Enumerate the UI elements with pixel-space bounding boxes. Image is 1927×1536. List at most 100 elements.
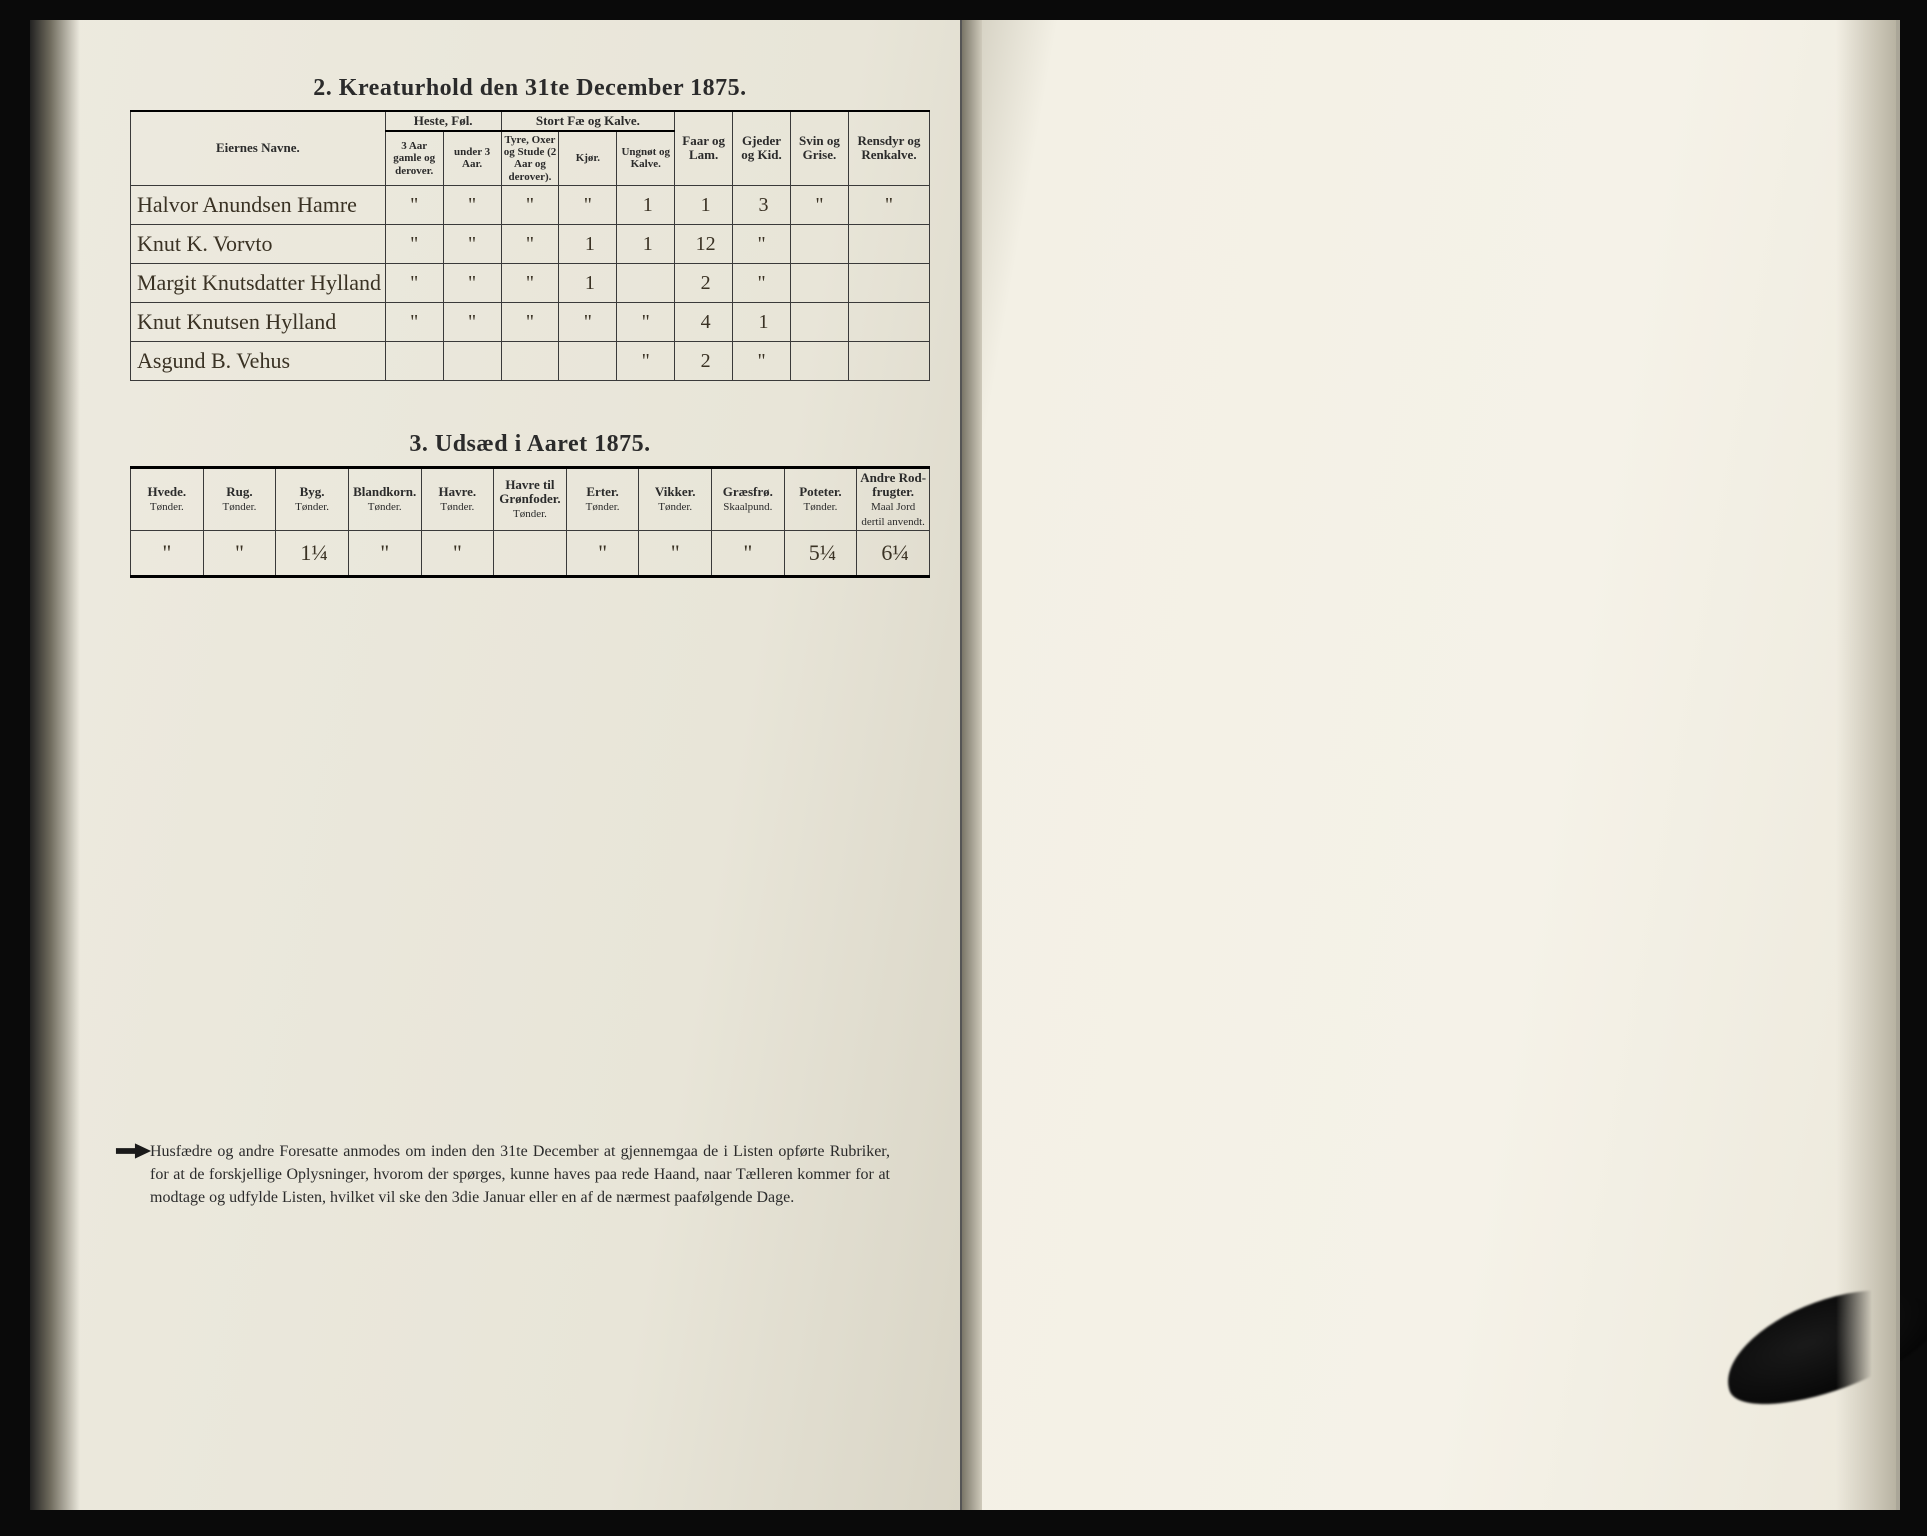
cell: " [421, 530, 494, 576]
t2-s: Tønder. [803, 501, 837, 513]
table-row: Knut Knutsen Hylland " " " " " 4 1 [131, 302, 930, 341]
cell: " [385, 185, 443, 224]
t2-col: Byg. Tønder. [276, 467, 349, 530]
t2-s: Tønder. [586, 501, 620, 513]
owner-name: Knut Knutsen Hylland [131, 302, 386, 341]
cell: " [559, 185, 617, 224]
sub-bulls: Tyre, Oxer og Stude (2 Aar og derover). [501, 131, 559, 185]
cell: " [443, 185, 501, 224]
cell: 1 [617, 185, 675, 224]
owner-name: Halvor Anundsen Hamre [131, 185, 386, 224]
thumb-shadow [1711, 1265, 1927, 1425]
cell: " [848, 185, 929, 224]
cell: " [566, 530, 639, 576]
t2-h: Erter. [586, 484, 618, 499]
col-reindeer: Rensdyr og Renkalve. [848, 111, 929, 185]
cell [848, 224, 929, 263]
table-row: " " 1¼ " " " " " 5¼ 6¼ [131, 530, 930, 576]
gutter-shadow [962, 20, 982, 1510]
colgroup-horses: Heste, Føl. [385, 111, 501, 131]
table1-title: 2. Kreaturhold den 31te December 1875. [130, 75, 930, 102]
t2-col: Hvede.Tønder. [131, 467, 204, 530]
cell: " [385, 302, 443, 341]
cell: " [385, 263, 443, 302]
col-sheep: Faar og Lam. [675, 111, 733, 185]
cell: 1 [559, 224, 617, 263]
cell: 12 [675, 224, 733, 263]
t2-col: Blandkorn. Tønder. [348, 467, 421, 530]
cell: 1 [559, 263, 617, 302]
cell [848, 341, 929, 380]
cell [385, 341, 443, 380]
cell: " [501, 302, 559, 341]
cell [790, 224, 848, 263]
t2-s: Skaalpund. [723, 501, 772, 513]
cell [790, 263, 848, 302]
table-row: Margit Knutsdatter Hylland " " " 1 2 " [131, 263, 930, 302]
sub-cows: Kjør. [559, 131, 617, 185]
t2-h: Vikker. [655, 484, 696, 499]
cell: 3 [733, 185, 791, 224]
sub-calves: Ungnøt og Kalve. [617, 131, 675, 185]
table2-title: 3. Udsæd i Aaret 1875. [130, 431, 930, 458]
left-page-content: 2. Kreaturhold den 31te December 1875. E… [130, 75, 930, 578]
t2-col: Vikker.Tønder. [639, 467, 712, 530]
cell [501, 341, 559, 380]
sub-horse-3plus: 3 Aar gamle og derover. [385, 131, 443, 185]
cell: " [639, 530, 712, 576]
cell: 1 [733, 302, 791, 341]
t2-col: Rug. Tønder. [203, 467, 276, 530]
cell: 5¼ [784, 530, 857, 576]
cell [790, 341, 848, 380]
cell: " [385, 224, 443, 263]
cell: " [443, 263, 501, 302]
cell [494, 530, 567, 576]
t2-h: Hvede. [147, 484, 186, 499]
t2-h: Poteter. [799, 484, 841, 499]
col-owner-name: Eiernes Navne. [131, 111, 386, 185]
t2-h: Havre til Grønfoder. [499, 477, 560, 506]
cell: " [617, 302, 675, 341]
cell [848, 302, 929, 341]
table-row: Knut K. Vorvto " " " 1 1 12 " [131, 224, 930, 263]
t2-col: Erter. Tønder. [566, 467, 639, 530]
left-page-dark-edge [30, 20, 80, 1510]
cell: " [501, 185, 559, 224]
book-spread: 2. Kreaturhold den 31te December 1875. E… [30, 20, 1900, 1510]
owner-name: Knut K. Vorvto [131, 224, 386, 263]
pointing-hand-icon [115, 1140, 153, 1162]
t2-h: Byg. [300, 484, 325, 499]
table-row: Asgund B. Vehus " 2 " [131, 341, 930, 380]
cell: 1¼ [276, 530, 349, 576]
cell [848, 263, 929, 302]
t2-col: Græsfrø.Skaalpund. [712, 467, 785, 530]
cell [443, 341, 501, 380]
cell: " [443, 302, 501, 341]
t2-h: Rug. [226, 484, 252, 499]
livestock-table: Eiernes Navne. Heste, Føl. Stort Fæ og K… [130, 110, 930, 381]
cell: " [617, 341, 675, 380]
cell: 2 [675, 341, 733, 380]
t2-col: Havre.Tønder. [421, 467, 494, 530]
table-row: Halvor Anundsen Hamre " " " " 1 1 3 " " [131, 185, 930, 224]
cell: " [790, 185, 848, 224]
seed-table: Hvede.Tønder. Rug.Tønder. Byg.Tønder. Bl… [130, 466, 930, 578]
cell: " [501, 224, 559, 263]
t2-s: Tønder. [222, 501, 256, 513]
t2-s: Tønder. [295, 501, 329, 513]
cell: 6¼ [857, 530, 930, 576]
cell [790, 302, 848, 341]
cell: 4 [675, 302, 733, 341]
t2-h: Blandkorn. [353, 484, 416, 499]
cell [617, 263, 675, 302]
cell: " [733, 224, 791, 263]
t2-h: Havre. [438, 484, 476, 499]
cell: 1 [675, 185, 733, 224]
t2-s: Tønder. [368, 501, 402, 513]
t2-col: Andre Rod-frugter.Maal Jord dertil anven… [857, 467, 930, 530]
sub-horse-under3: under 3 Aar. [443, 131, 501, 185]
col-goats: Gjeder og Kid. [733, 111, 791, 185]
t2-h: Andre Rod-frugter. [860, 470, 926, 499]
scan-surface: 2. Kreaturhold den 31te December 1875. E… [0, 0, 1927, 1536]
t2-s: Tønder. [513, 508, 547, 520]
